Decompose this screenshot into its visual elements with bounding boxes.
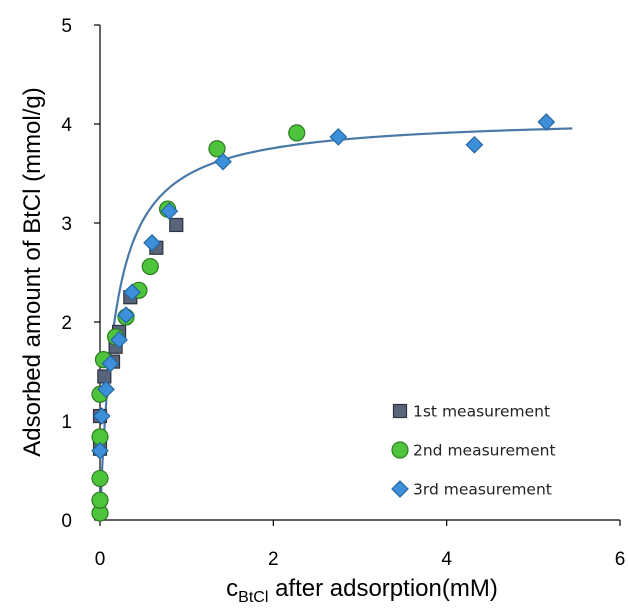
legend-marker-diamond: [391, 480, 409, 498]
x-axis-title: cBtCl after adsorption(mM): [226, 575, 498, 606]
legend-marker-circle: [391, 441, 409, 459]
x-axis-title-main: c: [226, 575, 238, 602]
data-point-diamond: [329, 128, 348, 146]
legend: 1st measurement 2nd measurement 3rd measur…: [391, 403, 556, 499]
data-point-diamond: [214, 152, 232, 171]
data-point-circle: [141, 257, 159, 276]
fit-curve-layer: [98, 127, 573, 521]
fit-curve: [98, 127, 573, 521]
data-point-diamond: [160, 202, 179, 220]
x-tick-label: 4: [441, 549, 452, 570]
data-point-circle: [208, 140, 226, 158]
legend-label: 3rd measurement: [413, 481, 552, 499]
data-point-diamond: [143, 233, 161, 252]
data-point-diamond: [97, 380, 115, 399]
y-tick-label: 0: [61, 511, 72, 532]
series-2: [91, 124, 306, 522]
x-axis-title-rest: after adsorption(mM): [268, 575, 497, 602]
data-point-diamond: [91, 441, 109, 460]
data-point-diamond: [101, 354, 120, 373]
x-tick-label: 0: [95, 549, 106, 570]
legend-label: 2nd measurement: [413, 442, 556, 460]
data-point-diamond: [537, 113, 556, 131]
axis-ticks: 0 1 2 3 4 5 0 2 4 6: [61, 16, 625, 570]
data-point-circle: [91, 491, 109, 509]
data-point-diamond: [92, 407, 111, 425]
data-point-diamond: [123, 283, 141, 302]
y-axis-title: Adsorbed amount of BtCl (mmol/g): [19, 87, 46, 456]
data-point-diamond: [117, 306, 135, 324]
data-point-square: [169, 217, 184, 233]
data-point-circle: [288, 124, 306, 142]
data-point-circle: [91, 469, 109, 488]
data-points-layer: [91, 113, 556, 522]
series-3: [91, 113, 556, 460]
y-tick-label: 1: [61, 412, 72, 433]
data-point-diamond: [465, 135, 484, 154]
y-tick-label: 2: [61, 313, 72, 334]
y-tick-label: 5: [61, 16, 72, 37]
x-tick-label: 2: [268, 549, 279, 570]
legend-marker-square: [392, 403, 408, 419]
y-tick-label: 4: [61, 115, 72, 136]
data-point-diamond: [110, 330, 128, 349]
x-axis-title-subscript: BtCl: [238, 589, 268, 606]
data-point-square: [97, 369, 112, 384]
legend-label: 1st measurement: [413, 403, 550, 421]
y-tick-label: 3: [61, 214, 72, 235]
x-tick-label: 6: [615, 549, 626, 570]
